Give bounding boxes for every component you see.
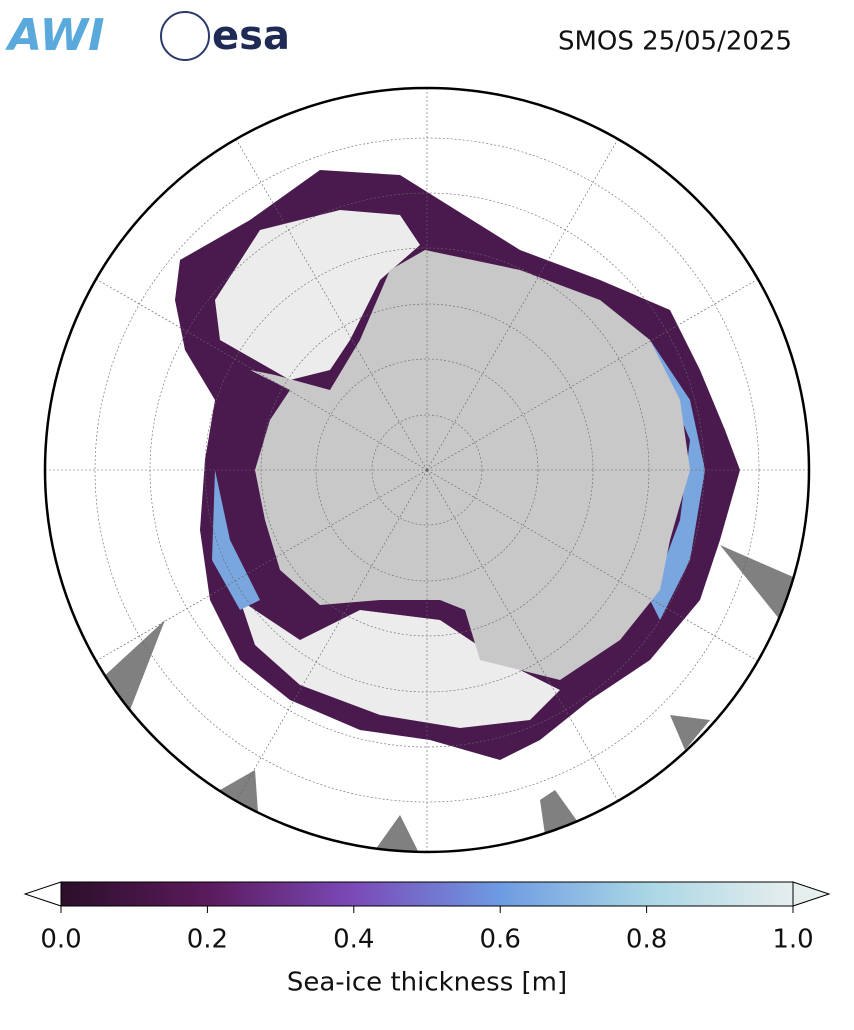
antarctica (250, 250, 690, 680)
colorbar-tick-label: 0.0 (40, 925, 81, 955)
colorbar-ramp (60, 881, 794, 907)
ross-ice (240, 600, 560, 728)
colorbar: 0.0 0.2 0.4 0.6 0.8 1.0 (23, 881, 831, 955)
colorbar-tick-label: 0.2 (187, 925, 228, 955)
map-frame (43, 86, 811, 854)
colorbar-tick-label: 0.8 (626, 925, 667, 955)
extend-low (23, 881, 62, 907)
colorbar-tick-label: 1.0 (772, 925, 813, 955)
title: SMOS 25/05/2025 (558, 27, 792, 57)
colorbar-label: Sea-ice thickness [m] (287, 968, 567, 998)
colorbar-tick-label: 0.6 (480, 925, 521, 955)
colorbar-tick-label: 0.4 (333, 925, 374, 955)
map (45, 88, 809, 852)
esa-emblem (160, 11, 210, 61)
esa-logo: esa (212, 13, 290, 59)
awi-logo: AWI (5, 10, 105, 61)
weddell-ice (215, 210, 420, 380)
extend-high (792, 881, 831, 907)
graticule (45, 88, 809, 852)
